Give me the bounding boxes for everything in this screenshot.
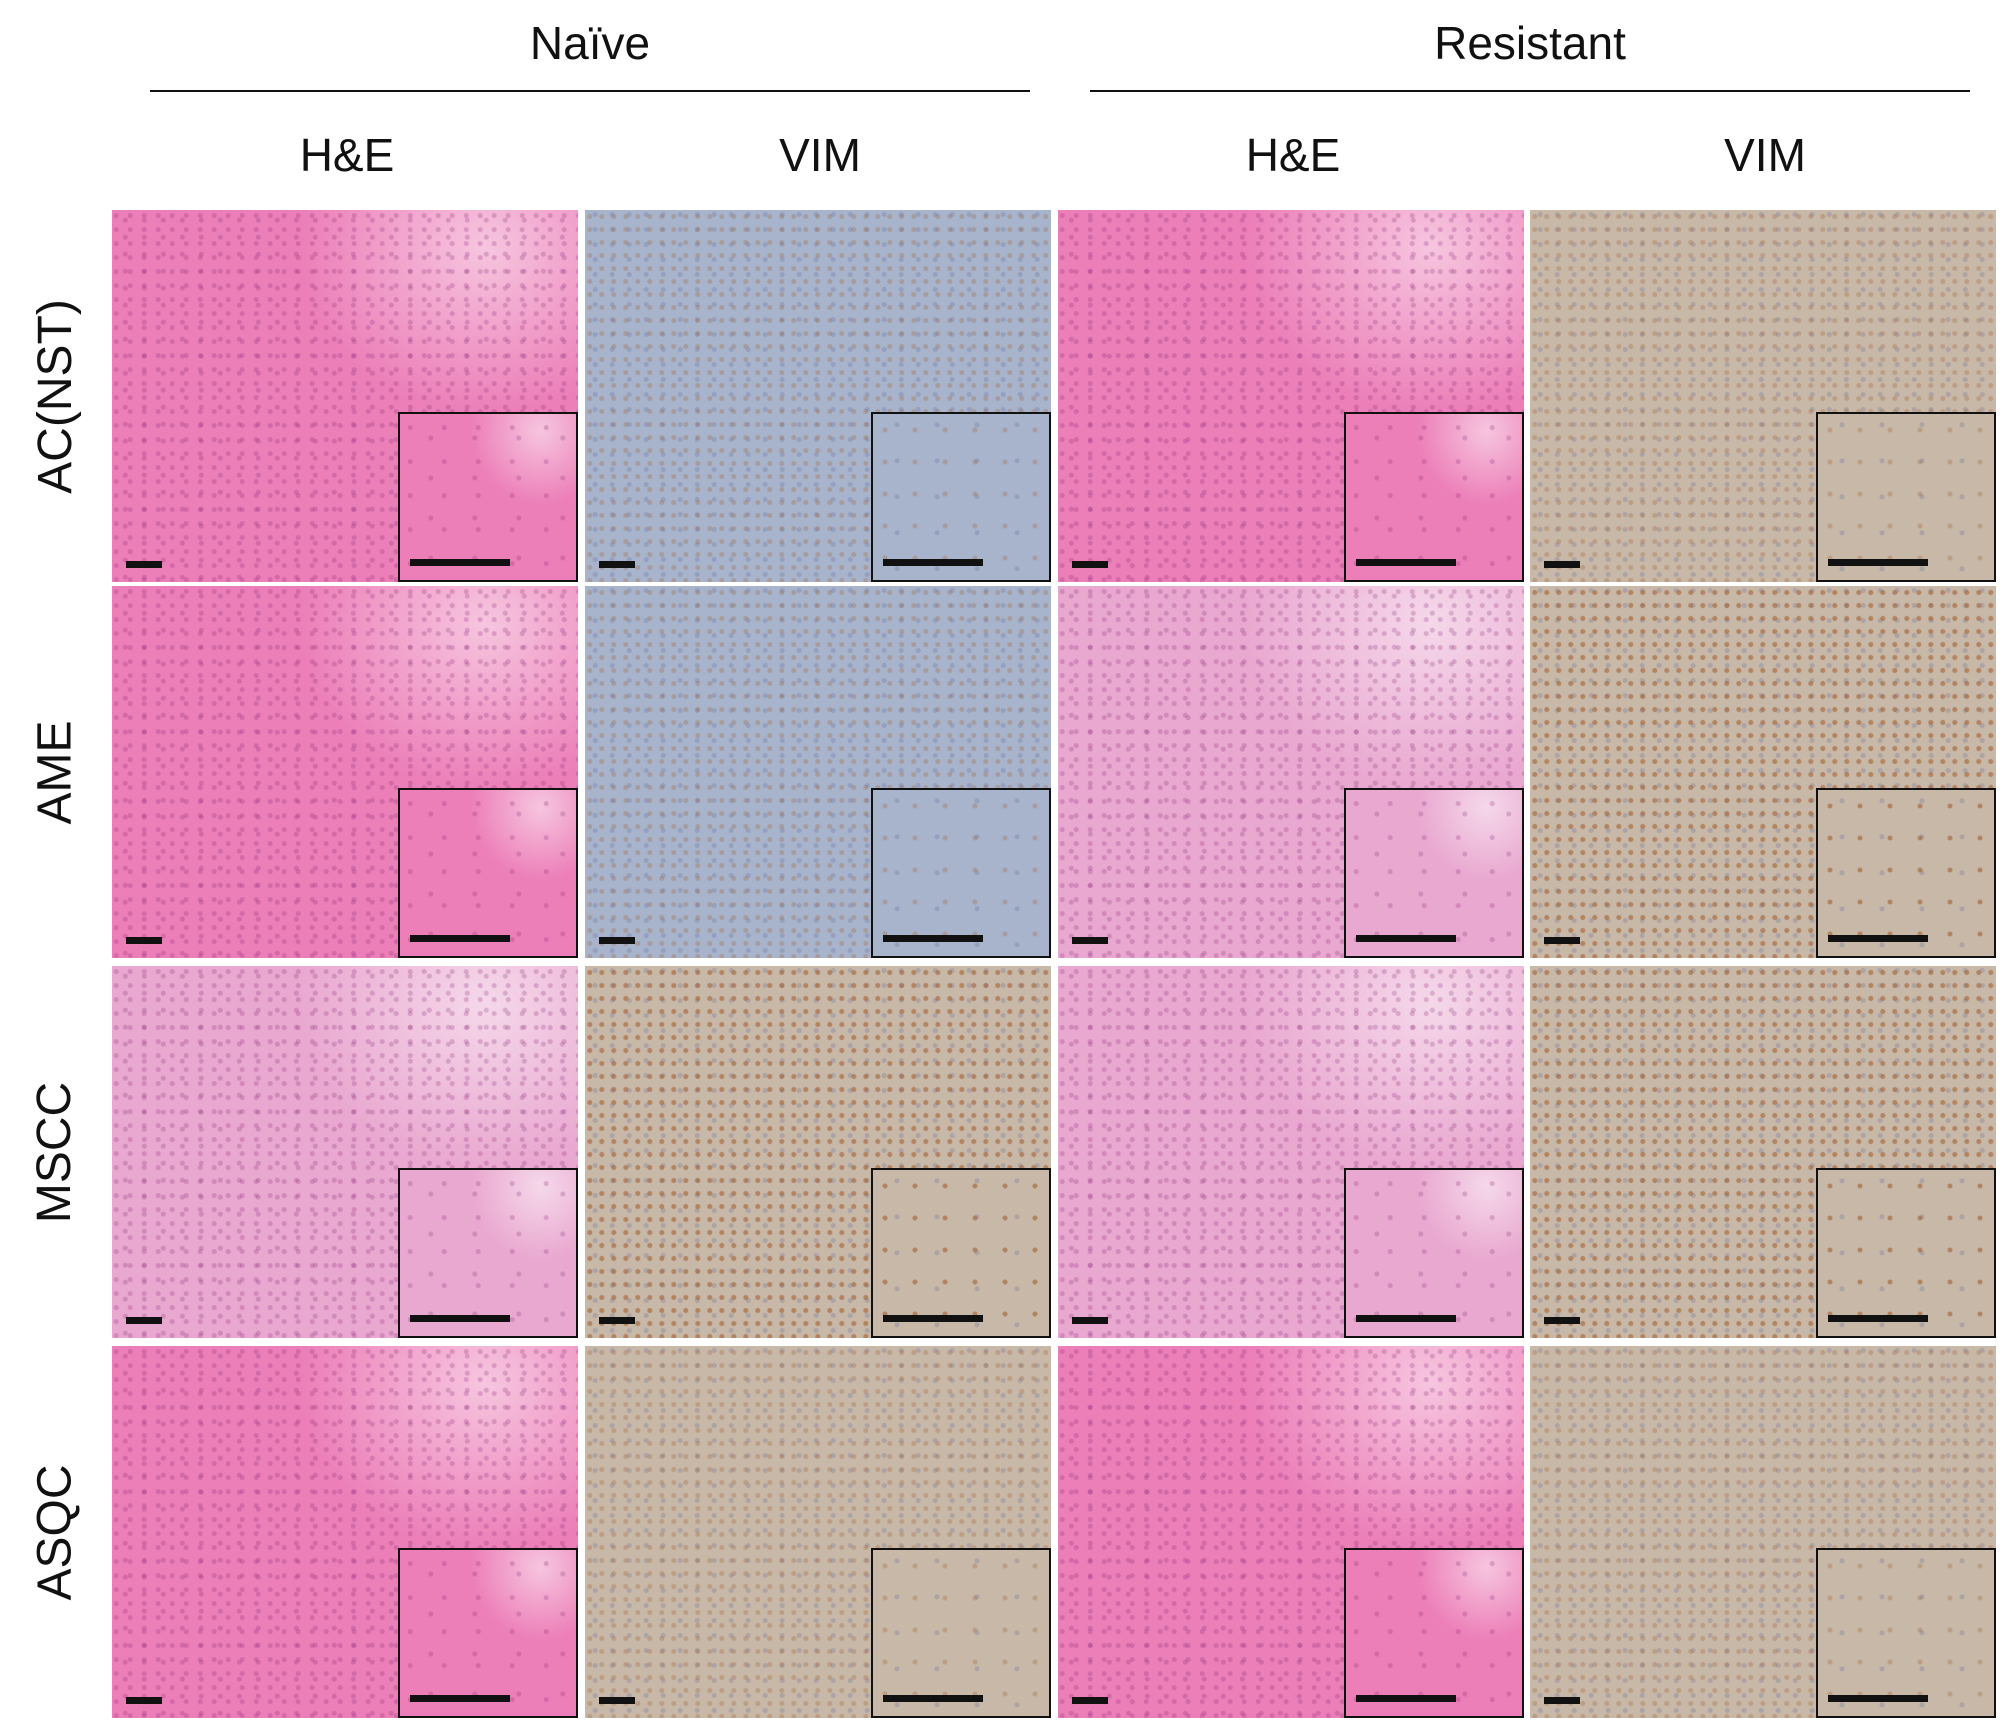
magnified-inset (398, 412, 578, 582)
inset-scale-bar (883, 559, 983, 566)
inset-scale-bar (410, 1315, 510, 1322)
scale-bar (1544, 1317, 1580, 1324)
micrograph-asqc-naive-vim (585, 1346, 1051, 1718)
scale-bar (1544, 1697, 1580, 1704)
scale-bar (1544, 561, 1580, 568)
row-label-mscc: MSCC (28, 1081, 82, 1223)
scale-bar (1072, 937, 1108, 944)
magnified-inset (1344, 1548, 1524, 1718)
inset-scale-bar (883, 1315, 983, 1322)
row-label-asqc: ASQC (28, 1463, 82, 1601)
magnified-inset (1344, 412, 1524, 582)
magnified-inset (871, 412, 1051, 582)
magnified-inset (1344, 1168, 1524, 1338)
group-label-resistant: Resistant (1434, 17, 1626, 69)
magnified-inset (398, 1168, 578, 1338)
group-rule-resistant (1090, 90, 1970, 92)
magnified-inset (398, 788, 578, 958)
micrograph-ac-nst-resistant-vim (1530, 210, 1996, 582)
scale-bar (1544, 937, 1580, 944)
magnified-inset (1344, 788, 1524, 958)
row-label-ame: AME (28, 719, 82, 825)
scale-bar (126, 1697, 162, 1704)
inset-scale-bar (1828, 1315, 1928, 1322)
magnified-inset (871, 1548, 1051, 1718)
magnified-inset (1816, 788, 1996, 958)
inset-scale-bar (883, 935, 983, 942)
magnified-inset (871, 1168, 1051, 1338)
scale-bar (1072, 1697, 1108, 1704)
column-label-resistant-vim: VIM (1724, 129, 1806, 181)
inset-scale-bar (1356, 1315, 1456, 1322)
inset-scale-bar (1828, 559, 1928, 566)
micrograph-asqc-resistant-he (1058, 1346, 1524, 1718)
micrograph-mscc-resistant-he (1058, 966, 1524, 1338)
inset-scale-bar (1828, 1695, 1928, 1702)
magnified-inset (1816, 1168, 1996, 1338)
magnified-inset (871, 788, 1051, 958)
scale-bar (599, 561, 635, 568)
magnified-inset (1816, 412, 1996, 582)
inset-scale-bar (410, 1695, 510, 1702)
scale-bar (599, 1697, 635, 1704)
micrograph-ame-naive-vim (585, 586, 1051, 958)
micrograph-mscc-naive-he (112, 966, 578, 1338)
scale-bar (126, 1317, 162, 1324)
column-label-resistant-he: H&E (1245, 129, 1341, 181)
micrograph-asqc-resistant-vim (1530, 1346, 1996, 1718)
inset-scale-bar (1828, 935, 1928, 942)
scale-bar (1072, 561, 1108, 568)
inset-scale-bar (1356, 935, 1456, 942)
micrograph-mscc-naive-vim (585, 966, 1051, 1338)
group-rule-naive (150, 90, 1030, 92)
micrograph-asqc-naive-he (112, 1346, 578, 1718)
scale-bar (126, 561, 162, 568)
group-label-naive: Naïve (529, 17, 651, 69)
magnified-inset (398, 1548, 578, 1718)
micrograph-ame-resistant-vim (1530, 586, 1996, 958)
micrograph-ame-naive-he (112, 586, 578, 958)
scale-bar (1072, 1317, 1108, 1324)
micrograph-ac-nst-naive-he (112, 210, 578, 582)
micrograph-ame-resistant-he (1058, 586, 1524, 958)
scale-bar (599, 937, 635, 944)
inset-scale-bar (410, 935, 510, 942)
micrograph-ac-nst-naive-vim (585, 210, 1051, 582)
inset-scale-bar (1356, 559, 1456, 566)
row-label-ac-nst: AC(NST) (28, 298, 82, 494)
inset-scale-bar (410, 559, 510, 566)
scale-bar (126, 937, 162, 944)
micrograph-mscc-resistant-vim (1530, 966, 1996, 1338)
inset-scale-bar (1356, 1695, 1456, 1702)
inset-scale-bar (883, 1695, 983, 1702)
column-label-naive-vim: VIM (779, 129, 861, 181)
micrograph-ac-nst-resistant-he (1058, 210, 1524, 582)
column-label-naive-he: H&E (299, 129, 395, 181)
magnified-inset (1816, 1548, 1996, 1718)
scale-bar (599, 1317, 635, 1324)
